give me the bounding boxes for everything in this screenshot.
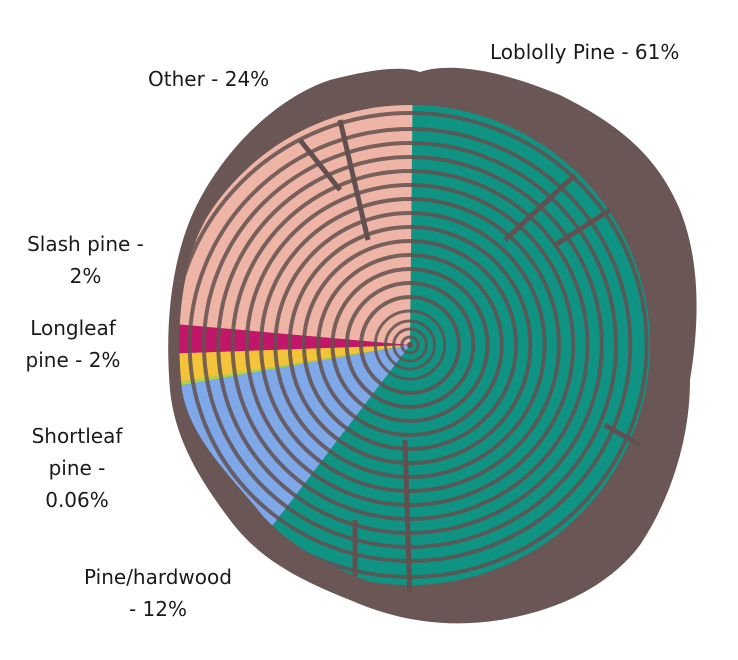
label-slash-line1: Slash pine - — [27, 232, 144, 256]
tree-ring — [287, 225, 533, 465]
bark-crack — [402, 439, 413, 597]
label-shortleaf-pine: Shortleaf pine - 0.06% — [22, 420, 132, 516]
label-loblolly-pine: Loblolly Pine - 61% — [490, 40, 680, 64]
tree-ring — [344, 281, 476, 409]
tree-ring — [400, 335, 420, 355]
label-pinehw-line2: - 12% — [128, 597, 188, 621]
label-longleaf-line2: pine - 2% — [25, 348, 121, 372]
label-longleaf-pine: Longleaf pine - 2% — [18, 312, 128, 376]
tree-ring — [273, 211, 547, 479]
label-other: Other - 24% — [148, 67, 270, 91]
label-shortleaf-line2: pine - — [48, 456, 106, 480]
bark-crack — [503, 173, 577, 242]
label-longleaf-line1: Longleaf — [30, 316, 116, 340]
tree-rings — [179, 111, 649, 597]
pith-center — [407, 342, 413, 348]
tree-ring — [373, 309, 447, 381]
label-slash-pine: Slash pine - 2% — [18, 228, 153, 292]
tree-ring — [301, 239, 519, 451]
label-shortleaf-line3: 0.06% — [45, 488, 109, 512]
tree-ring — [384, 319, 436, 371]
label-slash-line2: 2% — [69, 264, 102, 288]
tree-ring — [230, 169, 590, 521]
tree-ring — [244, 183, 576, 507]
bark-crack — [298, 138, 342, 192]
tree-ring — [330, 267, 490, 423]
label-pine-hardwood: Pine/hardwood - 12% — [68, 561, 248, 625]
tree-ring — [259, 197, 561, 493]
label-pinehw-line1: Pine/hardwood — [84, 565, 232, 589]
tree-ring — [359, 295, 461, 395]
tree-ring — [316, 253, 504, 437]
bark-crack — [553, 207, 612, 248]
bark-crack — [337, 119, 371, 241]
bark-crack — [603, 422, 642, 448]
tree-ring — [392, 327, 428, 363]
label-shortleaf-line1: Shortleaf — [31, 424, 123, 448]
